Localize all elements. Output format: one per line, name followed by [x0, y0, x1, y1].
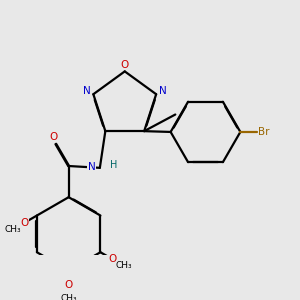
Text: N: N — [83, 85, 91, 95]
Text: O: O — [121, 60, 129, 70]
Text: O: O — [50, 132, 58, 142]
Text: H: H — [110, 160, 118, 170]
Text: O: O — [108, 254, 117, 264]
Text: O: O — [21, 218, 29, 227]
Text: N: N — [159, 85, 166, 95]
Text: CH₃: CH₃ — [60, 294, 77, 300]
Text: CH₃: CH₃ — [116, 262, 133, 271]
Text: O: O — [64, 280, 73, 290]
Text: N: N — [88, 162, 95, 172]
Text: Br: Br — [258, 127, 270, 137]
Text: CH₃: CH₃ — [5, 225, 21, 234]
